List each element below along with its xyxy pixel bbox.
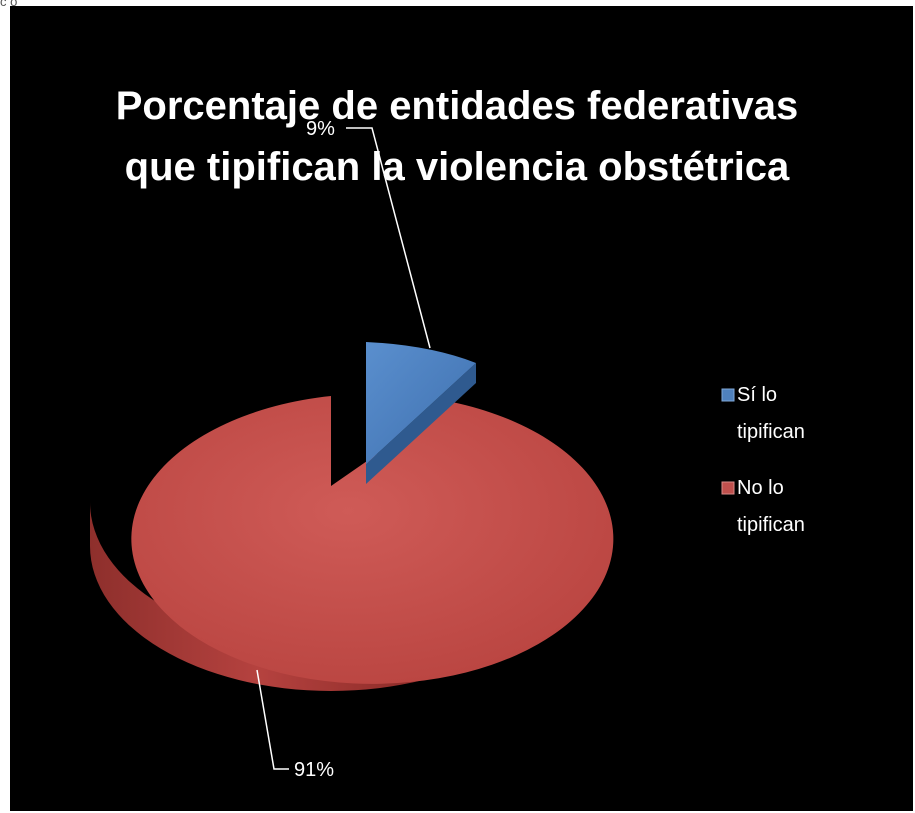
chart-title-line-1: Porcentaje de entidades federativas: [116, 84, 799, 128]
legend-label-no-lo-line-1: No lo: [737, 477, 784, 499]
legend-label-si-lo-line-2: tipifican: [737, 421, 805, 443]
slice-si-lo-tipifican: [366, 342, 476, 464]
slice-si-lo-tipifican-side: [366, 363, 476, 484]
pie-chart: Porcentaje de entidades federativas que …: [90, 84, 805, 781]
legend-swatch-si-lo-tipifican: [721, 388, 735, 402]
legend-swatch-no-lo-tipifican: [721, 481, 735, 495]
leader-line-si-lo-tipifican: [346, 127, 431, 349]
data-label-si-lo-tipifican: 9%: [306, 118, 335, 140]
legend: Sí lo tipifican No lo tipifican: [721, 384, 805, 536]
leader-line-no-lo-tipifican: [256, 669, 289, 770]
legend-label-no-lo-line-2: tipifican: [737, 514, 805, 536]
corner-mark: c o: [0, 0, 18, 9]
slice-no-lo-tipifican: [131, 396, 614, 684]
chart-title-line-2: que tipifican la violencia obstétrica: [125, 145, 790, 189]
chart-frame: Porcentaje de entidades federativas que …: [10, 6, 913, 811]
legend-label-si-lo-line-1: Sí lo: [737, 384, 777, 406]
data-label-no-lo-tipifican: 91%: [294, 759, 334, 781]
